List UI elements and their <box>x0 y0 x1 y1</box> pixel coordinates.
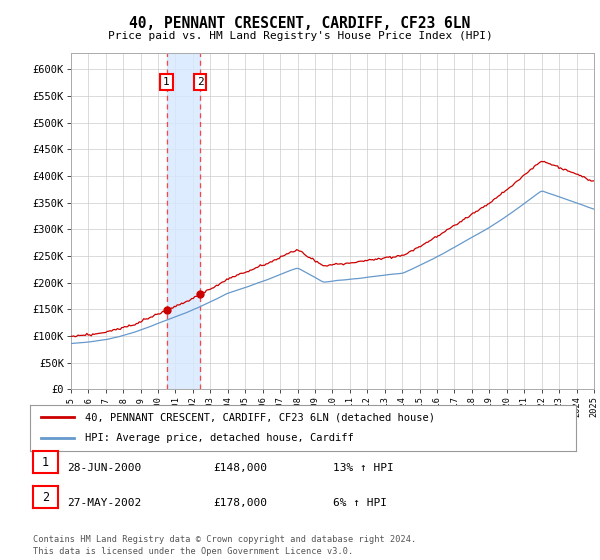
Text: Contains HM Land Registry data © Crown copyright and database right 2024.
This d: Contains HM Land Registry data © Crown c… <box>33 535 416 556</box>
Text: £148,000: £148,000 <box>213 463 267 473</box>
Text: 27-MAY-2002: 27-MAY-2002 <box>67 498 142 508</box>
Text: HPI: Average price, detached house, Cardiff: HPI: Average price, detached house, Card… <box>85 433 353 444</box>
Text: 1: 1 <box>42 455 49 469</box>
Text: 13% ↑ HPI: 13% ↑ HPI <box>333 463 394 473</box>
Text: 40, PENNANT CRESCENT, CARDIFF, CF23 6LN (detached house): 40, PENNANT CRESCENT, CARDIFF, CF23 6LN … <box>85 412 434 422</box>
Text: Price paid vs. HM Land Registry's House Price Index (HPI): Price paid vs. HM Land Registry's House … <box>107 31 493 41</box>
Text: 2: 2 <box>197 77 203 87</box>
Text: 6% ↑ HPI: 6% ↑ HPI <box>333 498 387 508</box>
Bar <box>167 53 200 389</box>
Text: 1: 1 <box>163 77 170 87</box>
Text: 28-JUN-2000: 28-JUN-2000 <box>67 463 142 473</box>
Text: £178,000: £178,000 <box>213 498 267 508</box>
Text: 40, PENNANT CRESCENT, CARDIFF, CF23 6LN: 40, PENNANT CRESCENT, CARDIFF, CF23 6LN <box>130 16 470 31</box>
Text: 2: 2 <box>42 491 49 504</box>
